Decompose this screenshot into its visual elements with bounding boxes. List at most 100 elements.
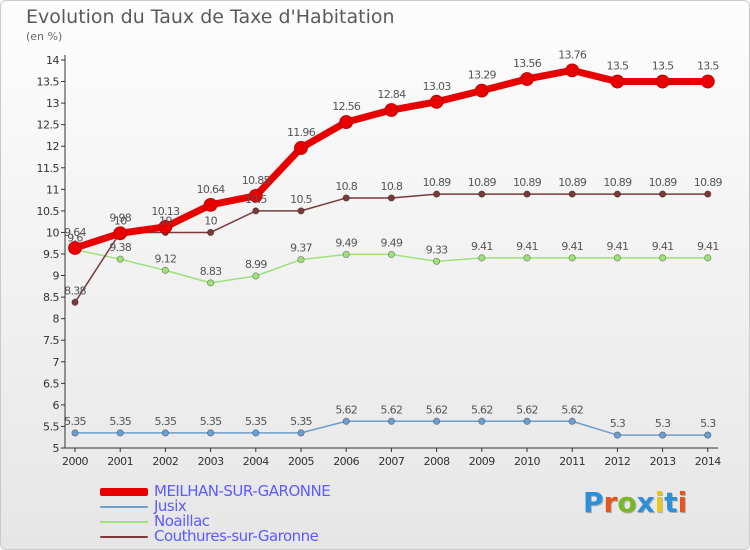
y-tick-label: 12 [46, 140, 59, 153]
data-label: 10.89 [423, 176, 452, 189]
data-point [429, 94, 444, 109]
data-point [432, 257, 441, 265]
data-label: 9.41 [516, 240, 538, 253]
data-point [613, 254, 622, 262]
data-point [565, 63, 580, 78]
data-point [252, 272, 260, 280]
data-point [432, 417, 441, 425]
data-label: 10.8 [381, 180, 403, 193]
data-label: 9.41 [471, 240, 493, 253]
y-tick-label: 9.5 [43, 248, 59, 261]
data-label: 9.6 [67, 232, 83, 245]
y-tick-label: 8 [53, 313, 60, 326]
y-tick-label: 6 [53, 399, 60, 412]
data-point [520, 72, 534, 86]
y-tick-label: 7 [53, 356, 60, 369]
data-point [387, 417, 395, 425]
data-point [342, 417, 350, 425]
data-label: 5.35 [200, 415, 222, 428]
legend-label: MEILHAN-SUR-GARONNE [154, 482, 331, 500]
data-label: 9.49 [381, 236, 403, 249]
data-point [658, 431, 667, 439]
y-tick-label: 13 [46, 97, 59, 110]
x-tick-label: 2004 [243, 455, 269, 468]
data-point [342, 250, 350, 259]
data-point [613, 431, 622, 439]
data-point [294, 141, 308, 155]
legend-item: Noaillac [100, 514, 330, 529]
y-tick-label: 13.5 [37, 76, 60, 89]
data-label: 10 [204, 214, 217, 227]
data-point [658, 254, 667, 262]
x-tick-label: 2011 [559, 455, 585, 468]
data-point [704, 431, 712, 439]
legend-item: Couthures-sur-Garonne [100, 529, 330, 544]
data-label: 5.62 [516, 403, 538, 416]
x-tick-label: 2007 [378, 455, 404, 468]
data-point [478, 190, 486, 198]
legend-label: Jusix [154, 497, 187, 515]
y-tick-label: 5 [53, 442, 60, 455]
legend-item: MEILHAN-SUR-GARONNE [100, 482, 331, 500]
data-point [387, 250, 395, 259]
x-tick-label: 2003 [198, 455, 224, 468]
x-tick-label: 2010 [514, 455, 540, 468]
data-point [432, 190, 441, 198]
proxiti-logo: Proxiti [583, 486, 688, 519]
data-label: 13.56 [513, 57, 542, 70]
data-label: 5.62 [335, 403, 357, 416]
legend-swatch-meilhan [100, 487, 148, 496]
data-point [116, 255, 124, 263]
data-label: 5.35 [245, 415, 267, 428]
data-point [384, 103, 399, 117]
data-label: 5.3 [655, 417, 671, 430]
y-tick-label: 14 [46, 54, 59, 67]
data-point [523, 254, 531, 262]
data-label: 13.5 [652, 60, 674, 73]
data-point [658, 190, 667, 198]
data-label: 8.99 [245, 258, 267, 271]
data-point [207, 429, 215, 437]
legend-label: Couthures-sur-Garonne [154, 527, 319, 545]
data-point [655, 74, 670, 89]
y-tick-label: 8.5 [43, 291, 59, 304]
data-point [297, 429, 305, 437]
data-point [478, 254, 486, 262]
data-point [342, 194, 350, 202]
data-point [568, 417, 576, 425]
data-label: 12.84 [377, 88, 406, 101]
data-point [203, 197, 218, 212]
y-tick-label: 10.5 [37, 205, 60, 218]
data-label: 9.37 [290, 242, 312, 255]
legend-item: Jusix [100, 499, 330, 514]
data-label: 11.96 [287, 126, 316, 139]
data-point [339, 115, 354, 129]
data-point [387, 194, 395, 202]
data-label: 13.76 [558, 48, 587, 61]
x-tick-label: 2013 [650, 455, 676, 468]
data-label: 9.41 [607, 240, 629, 253]
data-point [207, 228, 215, 237]
data-point [113, 226, 128, 241]
x-tick-label: 2012 [604, 455, 630, 468]
data-label: 9.98 [109, 211, 131, 224]
data-label: 10.89 [694, 176, 723, 189]
data-point [71, 429, 79, 437]
legend-swatch-jusix [100, 505, 148, 508]
x-tick-label: 2009 [469, 455, 495, 468]
data-point [613, 190, 622, 198]
data-label: 5.35 [64, 415, 86, 428]
data-point [297, 207, 305, 215]
x-tick-label: 2005 [288, 455, 314, 468]
y-tick-label: 6.5 [43, 377, 59, 390]
legend-label: Noaillac [154, 512, 210, 530]
x-tick-label: 2001 [107, 455, 133, 468]
data-label: 9.41 [561, 240, 583, 253]
data-label: 5.35 [109, 415, 131, 428]
data-label: 9.12 [155, 252, 177, 265]
data-point [610, 74, 625, 89]
data-label: 5.62 [561, 403, 583, 416]
data-label: 8.83 [200, 265, 222, 278]
data-label: 10.89 [513, 176, 542, 189]
